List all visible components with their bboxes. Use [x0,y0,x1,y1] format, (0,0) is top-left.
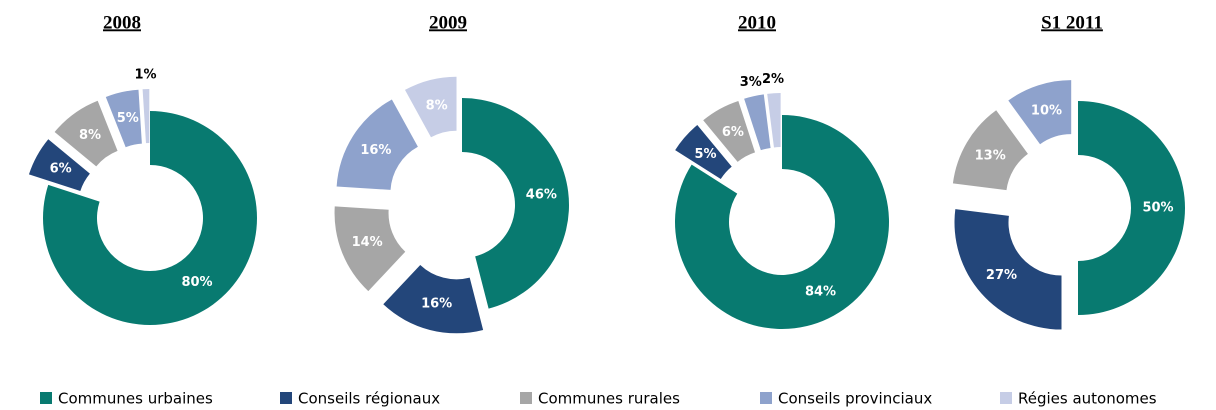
data-label: 8% [426,99,448,114]
data-label: 5% [117,111,139,126]
donut-slice [28,139,90,192]
donut-slice [744,94,771,151]
data-label: 46% [526,187,557,202]
legend-swatch [280,392,292,404]
chart-title: 2009 [429,12,467,33]
donut-slice [383,264,484,334]
donut-slice [404,76,457,138]
data-label: 14% [352,235,383,250]
data-label: 13% [975,149,1006,164]
data-label: 16% [360,143,391,158]
chart-title: S1 2011 [1041,12,1103,33]
data-label: 80% [181,275,212,290]
donut-slice [105,89,142,148]
donut-slice [952,110,1028,191]
donut-slice [703,100,756,162]
donut-slice [334,206,406,292]
donut-slice [1008,80,1072,145]
data-label: 5% [694,147,716,162]
chart-title: 2010 [738,12,776,33]
donut-slice [336,99,418,190]
data-label: 3% [740,75,762,90]
donut-slice [1078,101,1185,315]
donut-slice [54,100,118,167]
data-label: 6% [722,125,744,140]
chart-title: 2008 [103,12,141,33]
legend-swatch [40,392,52,404]
data-label: 1% [134,68,156,83]
legend-label: Communes urbaines [58,390,213,408]
legend-label: Communes rurales [538,390,680,408]
data-label: 6% [50,161,72,176]
legend-label: Régies autonomes [1018,390,1157,408]
donut-slice [462,98,569,309]
legend-swatch [520,392,532,404]
legend-swatch [1000,392,1012,404]
legend-label: Conseils régionaux [298,390,440,408]
donut-slice [675,125,732,180]
data-label: 8% [79,128,101,143]
data-label: 50% [1142,201,1173,216]
data-label: 84% [805,285,836,300]
donut-slice [142,89,150,144]
data-label: 2% [762,72,784,87]
data-label: 10% [1031,103,1062,118]
donut-slice [42,111,257,325]
donut-slice [767,93,781,148]
donut-slice [675,115,889,329]
data-label: 27% [986,268,1017,283]
donut-slice [954,209,1062,330]
data-label: 16% [421,296,452,311]
legend-swatch [760,392,772,404]
legend-label: Conseils provinciaux [778,390,932,408]
